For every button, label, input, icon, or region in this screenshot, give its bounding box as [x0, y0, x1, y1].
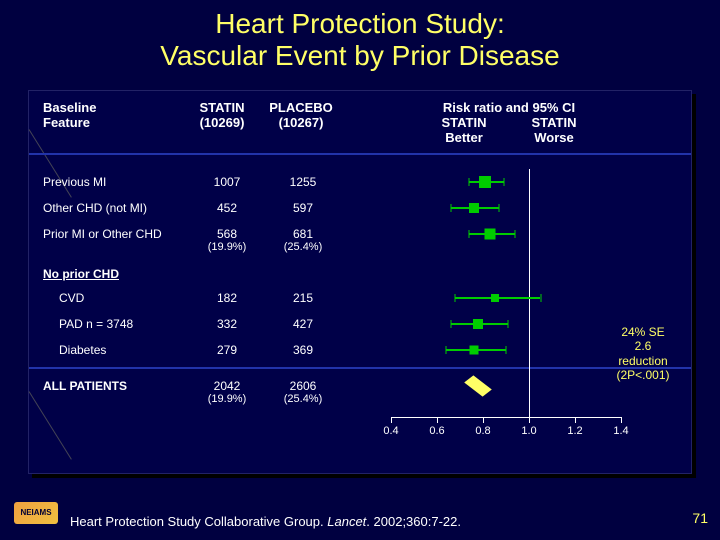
ci-cap — [540, 294, 541, 302]
hdr-risk-ratio: Risk ratio and 95% CI STATINSTATIN Bette… — [409, 101, 609, 146]
point-marker — [484, 229, 495, 240]
point-marker — [473, 319, 483, 329]
row-label: Previous MI — [43, 175, 106, 189]
slide: Heart Protection Study: Vascular Event b… — [0, 0, 720, 540]
tick-label: 0.8 — [475, 425, 490, 437]
row-placebo-value: 369 — [273, 343, 333, 357]
row-label: Diabetes — [59, 343, 106, 357]
logo-icon: NEIAMS — [14, 502, 58, 524]
point-marker — [491, 294, 499, 302]
tick — [529, 417, 530, 423]
ci-cap — [469, 230, 470, 238]
ci-cap — [450, 320, 451, 328]
ci-cap — [508, 320, 509, 328]
row-statin-value: 182 — [197, 291, 257, 305]
ci-cap — [469, 178, 470, 186]
tick — [621, 417, 622, 423]
row-statin-value: 452 — [197, 201, 257, 215]
page-number: 71 — [692, 510, 708, 526]
row-label: Other CHD (not MI) — [43, 201, 147, 215]
row-label: Prior MI or Other CHD — [43, 227, 162, 241]
row-label: CVD — [59, 291, 84, 305]
unity-line — [529, 169, 530, 417]
title-line2: Vascular Event by Prior Disease — [160, 40, 559, 71]
row-statin-value: 1007 — [197, 175, 257, 189]
row-all-placebo-pct: (25.4%) — [268, 393, 338, 405]
ci-cap — [450, 204, 451, 212]
row-placebo-value: 215 — [273, 291, 333, 305]
row-statin-pct: (19.9%) — [192, 241, 262, 253]
tick — [575, 417, 576, 423]
tick-label: 1.4 — [613, 425, 628, 437]
tick-label: 0.4 — [383, 425, 398, 437]
ci-cap — [515, 230, 516, 238]
row-placebo-value: 1255 — [273, 175, 333, 189]
hdr-statin: STATIN(10269) — [187, 101, 257, 131]
ci-cap — [455, 294, 456, 302]
citation-journal: Lancet — [327, 514, 366, 529]
data-panel: BaselineFeature STATIN(10269) PLACEBO(10… — [28, 90, 692, 474]
row-statin-value: 279 — [197, 343, 257, 357]
citation-ref: . 2002;360:7-22. — [366, 514, 461, 529]
decor-line — [29, 391, 72, 459]
tick — [483, 417, 484, 423]
ci-cap — [499, 204, 500, 212]
tick-label: 0.6 — [429, 425, 444, 437]
tick-label: 1.2 — [567, 425, 582, 437]
tick-label: 1.0 — [521, 425, 536, 437]
row-placebo-pct: (25.4%) — [268, 241, 338, 253]
tick — [391, 417, 392, 423]
row-all-statin: 2042 — [197, 379, 257, 393]
ci-cap — [506, 346, 507, 354]
row-statin-value: 568 — [197, 227, 257, 241]
x-axis — [391, 417, 621, 418]
section-no-prior-chd: No prior CHD — [43, 267, 119, 281]
row-all-statin-pct: (19.9%) — [192, 393, 262, 405]
point-marker — [469, 346, 478, 355]
summary-diamond — [468, 381, 488, 391]
rule-top — [29, 153, 691, 155]
row-all-placebo: 2606 — [273, 379, 333, 393]
row-all-label: ALL PATIENTS — [43, 379, 127, 393]
row-label: PAD n = 3748 — [59, 317, 133, 331]
row-statin-value: 332 — [197, 317, 257, 331]
slide-title: Heart Protection Study: Vascular Event b… — [0, 0, 720, 76]
tick — [437, 417, 438, 423]
row-placebo-value: 427 — [273, 317, 333, 331]
point-marker — [479, 176, 491, 188]
row-placebo-value: 597 — [273, 201, 333, 215]
ci-cap — [446, 346, 447, 354]
point-marker — [469, 203, 479, 213]
citation-text: Heart Protection Study Collaborative Gro… — [70, 514, 327, 529]
title-line1: Heart Protection Study: — [215, 8, 504, 39]
forest-plot: 0.40.60.81.01.21.4 — [391, 169, 621, 427]
hdr-feature: BaselineFeature — [43, 101, 96, 131]
hdr-placebo: PLACEBO(10267) — [263, 101, 339, 131]
ci-cap — [503, 178, 504, 186]
row-placebo-value: 681 — [273, 227, 333, 241]
citation: Heart Protection Study Collaborative Gro… — [70, 514, 461, 530]
